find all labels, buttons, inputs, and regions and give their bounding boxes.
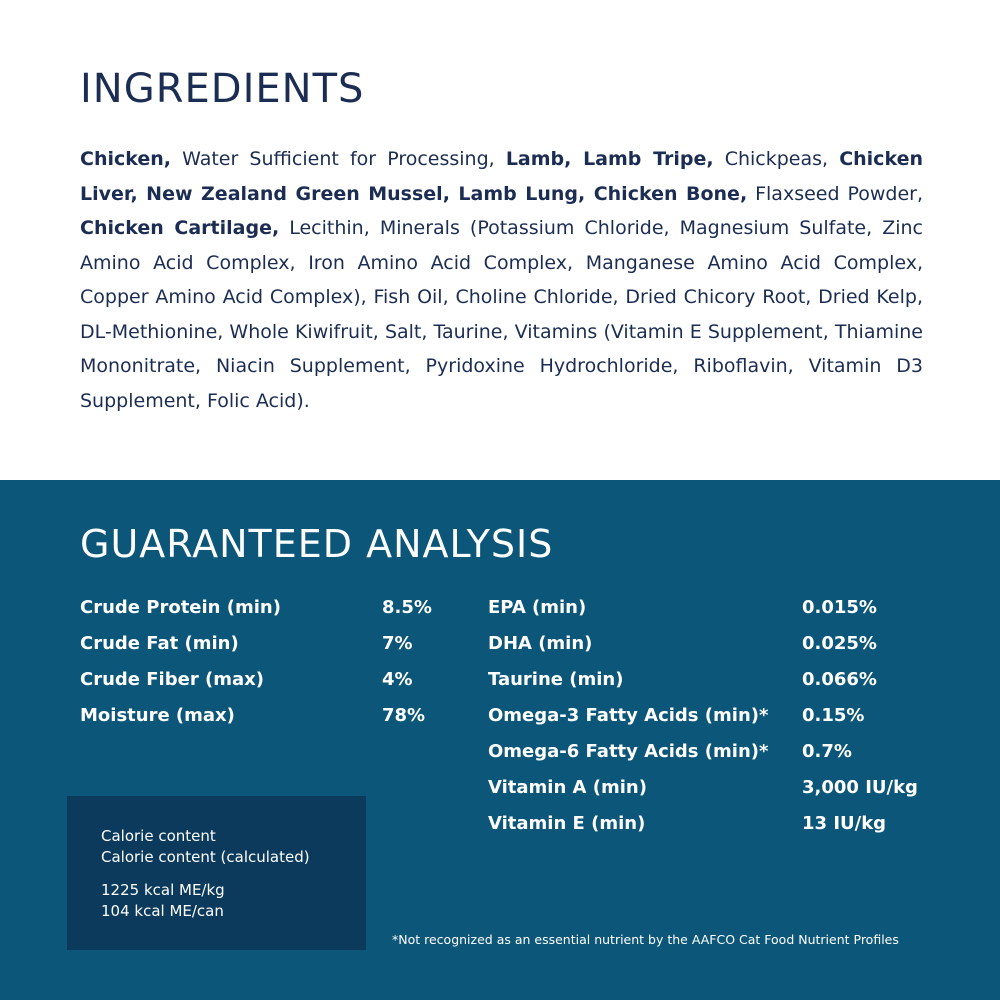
nutrient-value: 78% [382,705,426,726]
nutrient-value: 0.015% [802,597,877,618]
nutrient-label: Crude Fiber (max) [80,669,264,690]
nutrient-row-vitamin-a: Vitamin A (min) 3,000 IU/kg [488,777,948,807]
nutrient-row-crude-fiber: Crude Fiber (max) 4% [80,669,440,699]
nutrient-value: 13 IU/kg [802,813,887,834]
nutrient-label: Crude Protein (min) [80,597,281,618]
nutrient-label: Omega-3 Fatty Acids (min)* [488,705,769,726]
calorie-content-box: Calorie content Calorie content (calcula… [67,796,366,950]
ingredient-segment: Chicken Cartilage, [80,217,280,239]
nutrient-value: 3,000 IU/kg [802,777,918,798]
footnote: *Not recognized as an essential nutrient… [392,932,899,947]
nutrient-value: 0.7% [802,741,852,762]
ingredient-segment: Chicken, [80,148,172,170]
nutrient-value: 8.5% [382,597,432,618]
nutrient-label: Vitamin A (min) [488,777,647,798]
nutrient-value: 4% [382,669,413,690]
calorie-heading: Calorie content [101,827,216,845]
nutrient-row-dha: DHA (min) 0.025% [488,633,948,663]
nutrient-row-crude-fat: Crude Fat (min) 7% [80,633,440,663]
nutrient-label: DHA (min) [488,633,593,654]
ingredient-segment: Water Sufficient for Processing, [171,148,506,170]
nutrient-label: Crude Fat (min) [80,633,239,654]
nutrient-label: Moisture (max) [80,705,235,726]
nutrient-value: 0.15% [802,705,865,726]
guaranteed-analysis-section: GUARANTEED ANALYSIS Crude Protein (min) … [0,480,1000,1000]
calorie-per-kg: 1225 kcal ME/kg [101,881,225,899]
calorie-subheading: Calorie content (calculated) [101,848,310,866]
nutrient-row-omega-6: Omega-6 Fatty Acids (min)* 0.7% [488,741,948,771]
nutrient-row-vitamin-e: Vitamin E (min) 13 IU/kg [488,813,948,843]
nutrient-row-moisture: Moisture (max) 78% [80,705,440,735]
nutrient-label: Omega-6 Fatty Acids (min)* [488,741,769,762]
ingredient-segment: Chicken Liver, New Zealand Green Mussel,… [80,148,923,205]
ingredient-segment: Chickpeas, [713,148,840,170]
nutrient-label: Taurine (min) [488,669,624,690]
ingredients-list: Chicken, Water Sufficient for Processing… [80,142,923,418]
nutrient-value: 7% [382,633,413,654]
nutrient-row-omega-3: Omega-3 Fatty Acids (min)* 0.15% [488,705,948,735]
nutrient-value: 0.066% [802,669,877,690]
ingredient-segment: Lecithin, Minerals (Potassium Chloride, … [80,217,923,412]
ingredient-segment: Flaxseed Powder, [747,182,924,205]
calorie-per-can: 104 kcal ME/can [101,902,224,920]
ingredient-segment: Lamb, Lamb Tripe, [505,148,714,170]
nutrient-label: EPA (min) [488,597,587,618]
nutrient-value: 0.025% [802,633,877,654]
nutrient-label: Vitamin E (min) [488,813,646,834]
nutrient-row-taurine: Taurine (min) 0.066% [488,669,948,699]
analysis-title: GUARANTEED ANALYSIS [80,522,554,566]
nutrient-row-epa: EPA (min) 0.015% [488,597,948,627]
ingredients-section: INGREDIENTS Chicken, Water Sufficient fo… [0,0,1000,480]
ingredients-title: INGREDIENTS [80,66,365,112]
nutrient-row-crude-protein: Crude Protein (min) 8.5% [80,597,440,627]
